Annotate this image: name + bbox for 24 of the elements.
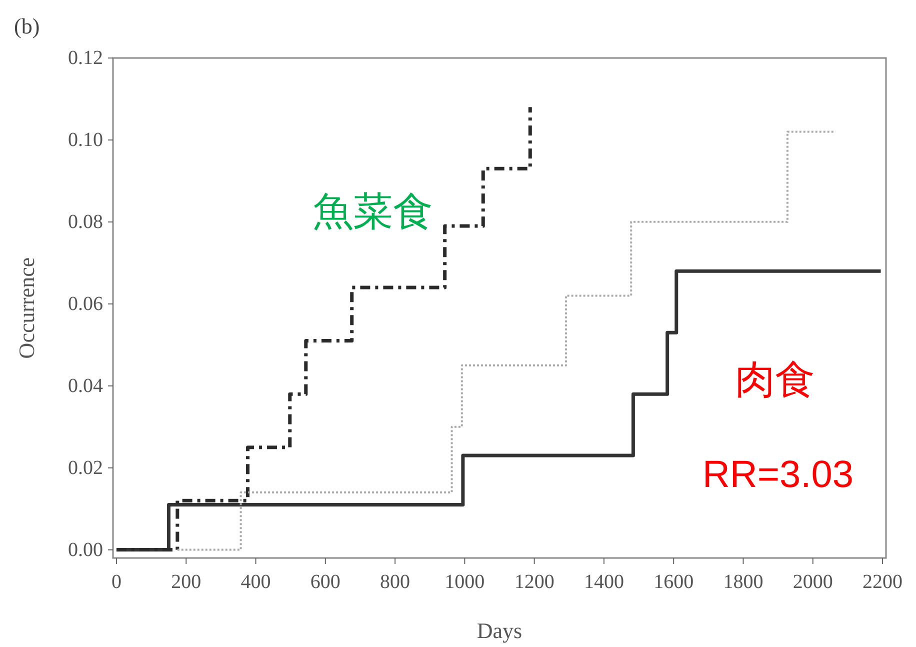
x-tick-label: 800 bbox=[380, 571, 410, 593]
x-axis-title: Days bbox=[476, 618, 522, 643]
x-tick-label: 400 bbox=[240, 571, 271, 593]
y-tick-label: 0.00 bbox=[68, 538, 103, 561]
y-tick-label: 0.08 bbox=[68, 210, 103, 233]
text: (b) bbox=[14, 14, 40, 38]
x-tick-label: 1200 bbox=[514, 571, 554, 593]
annotation: RR=3.03 bbox=[702, 454, 854, 496]
y-tick-label: 0.10 bbox=[68, 128, 103, 151]
x-tick-label: 1600 bbox=[654, 571, 694, 593]
x-tick-label: 2000 bbox=[792, 571, 833, 593]
y-tick-label: 0.04 bbox=[68, 374, 103, 397]
x-tick-label: 200 bbox=[171, 571, 202, 593]
y-tick-label: 0.02 bbox=[68, 456, 103, 479]
y-tick-label: 0.06 bbox=[68, 292, 103, 315]
y-axis-title: Occurrence bbox=[14, 257, 39, 359]
x-tick-label: 1000 bbox=[444, 571, 485, 593]
x-tick-label: 0 bbox=[111, 571, 122, 593]
annotation: 肉食 bbox=[735, 358, 815, 402]
x-tick-label: 1400 bbox=[584, 571, 624, 593]
x-tick-label: 2200 bbox=[862, 571, 903, 593]
x-tick-label: 1800 bbox=[723, 571, 764, 593]
y-tick-label: 0.12 bbox=[68, 47, 103, 69]
x-tick-label: 600 bbox=[310, 571, 340, 593]
